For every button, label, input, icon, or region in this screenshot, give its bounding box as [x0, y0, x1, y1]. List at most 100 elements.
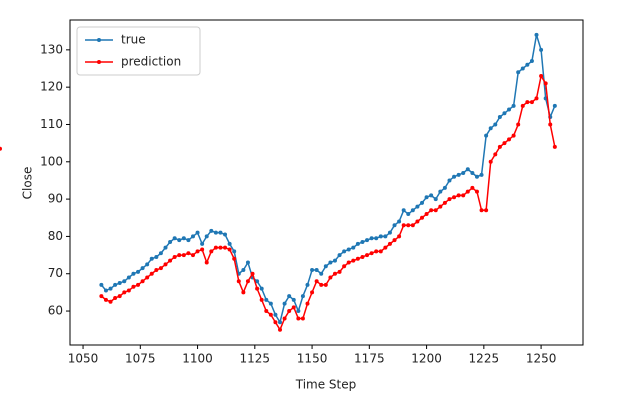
point: [131, 284, 136, 289]
plot-frame: [69, 19, 584, 346]
point: [442, 185, 447, 190]
point: [378, 234, 383, 239]
point: [433, 208, 438, 213]
point: [392, 223, 397, 228]
point: [154, 254, 159, 259]
point: [332, 258, 337, 263]
point: [236, 279, 241, 284]
point: [456, 172, 461, 177]
point: [406, 212, 411, 217]
point: [539, 73, 544, 78]
point: [474, 174, 479, 179]
x-tick-label: 1200: [411, 352, 442, 366]
point: [484, 133, 489, 138]
point: [516, 70, 521, 75]
point: [314, 279, 319, 284]
point: [255, 279, 260, 284]
y-tick-label: 120: [40, 80, 63, 94]
point: [397, 234, 402, 239]
point: [355, 256, 360, 261]
point: [213, 230, 218, 235]
point: [401, 223, 406, 228]
point: [296, 309, 301, 314]
point: [552, 144, 557, 149]
point: [346, 247, 351, 252]
y-tick-label: 130: [40, 42, 63, 56]
point: [447, 178, 452, 183]
point: [99, 282, 104, 287]
point: [264, 309, 269, 314]
point: [355, 241, 360, 246]
x-axis-label: Time Step: [295, 378, 357, 392]
point: [529, 59, 534, 64]
point: [213, 245, 218, 250]
point: [401, 208, 406, 213]
point: [493, 152, 498, 157]
point: [117, 294, 122, 299]
point: [365, 238, 370, 243]
point: [305, 282, 310, 287]
point: [507, 137, 512, 142]
point: [181, 236, 186, 241]
point: [383, 234, 388, 239]
point: [232, 256, 237, 261]
point: [511, 133, 516, 138]
point: [103, 288, 108, 293]
point: [323, 264, 328, 269]
legend-label: true: [121, 33, 146, 47]
point: [163, 245, 168, 250]
point: [429, 208, 434, 213]
point: [502, 141, 507, 146]
point: [374, 249, 379, 254]
y-tick-label: 70: [48, 266, 63, 280]
point: [351, 245, 356, 250]
point: [351, 258, 356, 263]
y-axis-label: Close: [21, 167, 35, 200]
legend-marker: [97, 60, 101, 64]
point: [149, 271, 154, 276]
point: [103, 297, 108, 302]
point: [300, 316, 305, 321]
point: [360, 254, 365, 259]
point: [291, 305, 296, 310]
point: [278, 320, 283, 325]
point: [323, 282, 328, 287]
point: [342, 249, 347, 254]
point: [158, 266, 163, 271]
point: [484, 208, 489, 213]
point: [534, 96, 539, 101]
point: [113, 282, 118, 287]
point: [122, 279, 127, 284]
point: [342, 264, 347, 269]
point: [456, 193, 461, 198]
point: [282, 316, 287, 321]
point: [218, 245, 223, 250]
series-line: [100, 34, 556, 325]
point: [223, 232, 228, 237]
point: [424, 195, 429, 200]
y-tick-label: 100: [40, 154, 63, 168]
point: [122, 290, 127, 295]
point: [497, 115, 502, 120]
point: [113, 295, 118, 300]
point: [209, 249, 214, 254]
point: [200, 241, 205, 246]
x-tick-label: 1225: [469, 352, 500, 366]
point: [319, 282, 324, 287]
point: [209, 228, 214, 233]
point: [305, 301, 310, 306]
point: [227, 241, 232, 246]
point: [461, 193, 466, 198]
point: [181, 253, 186, 258]
point: [429, 193, 434, 198]
x-tick-label: 1150: [297, 352, 328, 366]
point: [337, 269, 342, 274]
y-tick-label: 80: [48, 229, 63, 243]
point: [365, 253, 370, 258]
point: [406, 223, 411, 228]
point: [108, 286, 113, 291]
point: [172, 236, 177, 241]
point: [516, 122, 521, 127]
point: [438, 204, 443, 209]
